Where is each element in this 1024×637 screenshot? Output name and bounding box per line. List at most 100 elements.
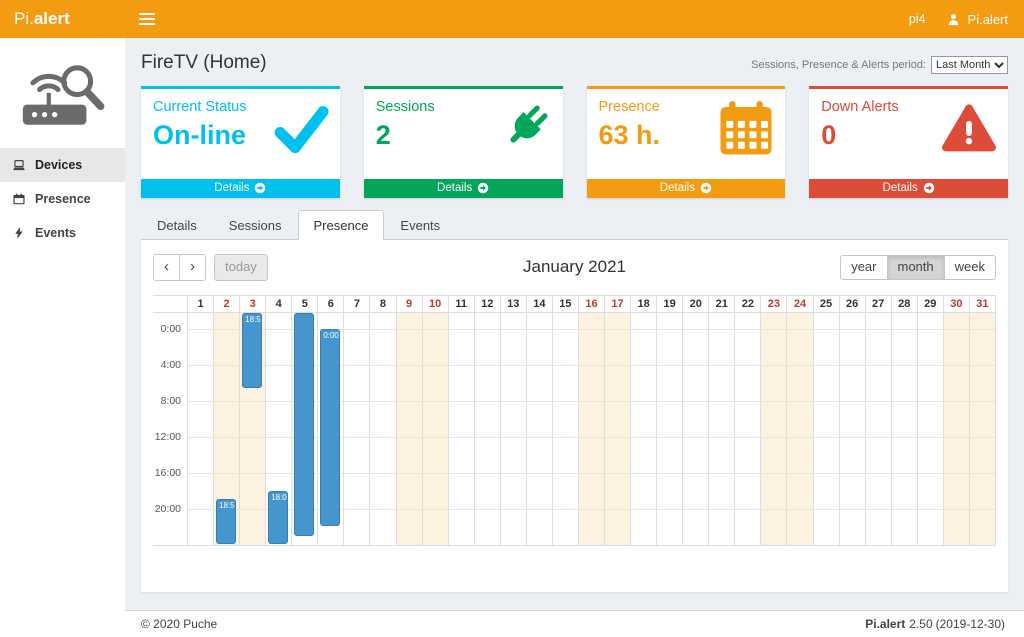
day-column[interactable] (369, 312, 395, 545)
period-label: Sessions, Presence & Alerts period: (751, 59, 926, 71)
day-header: 6 (317, 295, 343, 312)
arrow-circle-right-icon (477, 182, 489, 194)
day-header: 27 (864, 295, 891, 312)
day-column[interactable] (473, 312, 500, 545)
day-column[interactable] (630, 312, 656, 545)
card-body: Down Alerts 0 (809, 89, 1008, 179)
sidebar-item-label: Presence (35, 192, 91, 206)
day-column[interactable] (864, 312, 891, 545)
app-logo[interactable]: Pi. alert (0, 0, 125, 38)
toolbar-right: year month week (840, 254, 996, 280)
tab-events[interactable]: Events (400, 218, 441, 233)
day-column[interactable]: 18:58 (213, 312, 240, 545)
day-header: 11 (447, 295, 474, 312)
day-column[interactable] (890, 312, 917, 545)
day-column[interactable] (551, 312, 578, 545)
day-header: 5 (291, 295, 317, 312)
gridline (187, 436, 995, 438)
day-column[interactable] (577, 312, 604, 545)
page-title: FireTV (Home) (141, 52, 267, 73)
day-column[interactable] (942, 312, 969, 545)
day-column[interactable] (187, 312, 213, 545)
day-column[interactable] (708, 312, 734, 545)
day-column[interactable] (968, 312, 995, 545)
day-column[interactable] (786, 312, 813, 545)
day-column[interactable]: 18:02 (265, 312, 291, 545)
day-header: 7 (343, 295, 369, 312)
presence-event[interactable]: 0:00 - (320, 328, 341, 526)
arrow-circle-right-icon (254, 182, 266, 194)
day-column[interactable] (812, 312, 839, 545)
day-column[interactable] (343, 312, 369, 545)
day-header: 14 (525, 295, 552, 312)
title-row: FireTV (Home) Sessions, Presence & Alert… (141, 44, 1008, 84)
day-column[interactable] (525, 312, 552, 545)
user-menu[interactable]: Pi.alert (946, 12, 1008, 27)
day-column[interactable] (682, 312, 708, 545)
card-value: 2 (375, 120, 391, 150)
day-header: 25 (812, 295, 839, 312)
time-label: 4:00 (160, 358, 181, 371)
day-column[interactable] (447, 312, 474, 545)
tab-sessions[interactable]: Sessions (228, 218, 282, 233)
presence-event[interactable]: 18:58 (216, 499, 237, 545)
gutter-header (153, 296, 187, 312)
sidebar: Devices Presence Events (0, 38, 125, 637)
presence-event[interactable]: 18:58 (242, 312, 263, 388)
card-details-link[interactable]: Details (363, 179, 563, 198)
day-column[interactable]: 0:00 - (317, 312, 343, 545)
today-button[interactable]: today (214, 254, 268, 281)
app-footer: © 2020 Puche Pi.alert 2.50 (2019-12-30) (125, 610, 1024, 637)
day-header: 20 (682, 295, 708, 312)
view-button-year[interactable]: year (840, 254, 888, 280)
arrow-circle-right-icon (700, 182, 712, 194)
presence-icon (12, 192, 26, 206)
sidebar-item-presence[interactable]: Presence (0, 182, 125, 216)
day-column[interactable] (395, 312, 422, 545)
day-header: 22 (734, 295, 760, 312)
brand-light: Pi. (14, 9, 34, 28)
details-label: Details (214, 182, 250, 194)
card-details-link[interactable]: Details (809, 179, 1008, 198)
next-month-button[interactable]: › (179, 254, 206, 281)
main-wrapper: Devices Presence Events FireTV (Home) Sess… (0, 38, 1024, 637)
prev-month-button[interactable]: ‹ (153, 254, 180, 281)
day-column[interactable]: 18:58 (239, 312, 266, 545)
time-label: 20:00 (154, 502, 181, 515)
day-column[interactable] (421, 312, 448, 545)
day-column[interactable] (291, 312, 317, 545)
tab-details[interactable]: Details (157, 218, 197, 233)
day-column[interactable] (760, 312, 787, 545)
day-header: 21 (708, 295, 734, 312)
time-label: 8:00 (160, 394, 181, 407)
card-details-link[interactable]: Details (141, 179, 340, 198)
hamburger-menu-icon[interactable] (125, 0, 169, 38)
details-label: Details (659, 182, 695, 194)
period-selector: Sessions, Presence & Alerts period: Last… (751, 56, 1008, 74)
version-text: Pi.alert 2.50 (2019-12-30) (865, 617, 1008, 631)
card-details-link[interactable]: Details (586, 179, 786, 198)
events-icon (12, 226, 26, 240)
card-value: On-line (153, 120, 246, 150)
warning-icon (940, 100, 998, 158)
event-start-time: 18:58 (219, 501, 235, 511)
day-header: 31 (968, 295, 995, 312)
view-button-month[interactable]: month (886, 254, 945, 280)
day-column[interactable] (499, 312, 526, 545)
day-column[interactable] (838, 312, 865, 545)
day-column[interactable] (656, 312, 682, 545)
day-column[interactable] (604, 312, 631, 545)
card-body: Sessions 2 (364, 89, 563, 179)
sidebar-item-devices[interactable]: Devices (0, 148, 125, 182)
nav-button-group: ‹ › (153, 254, 206, 281)
view-button-week[interactable]: week (943, 254, 996, 280)
day-column[interactable] (916, 312, 943, 545)
period-select[interactable]: Last Month (931, 56, 1008, 74)
presence-event[interactable]: 18:02 (268, 490, 289, 545)
day-column[interactable] (734, 312, 760, 545)
sidebar-item-events[interactable]: Events (0, 216, 125, 250)
presence-event[interactable] (294, 312, 315, 536)
gridline (187, 328, 995, 330)
info-cards: Current Status On-line Details Sessions 2 Det… (141, 86, 1008, 198)
tab-presence[interactable]: Presence (297, 210, 385, 240)
